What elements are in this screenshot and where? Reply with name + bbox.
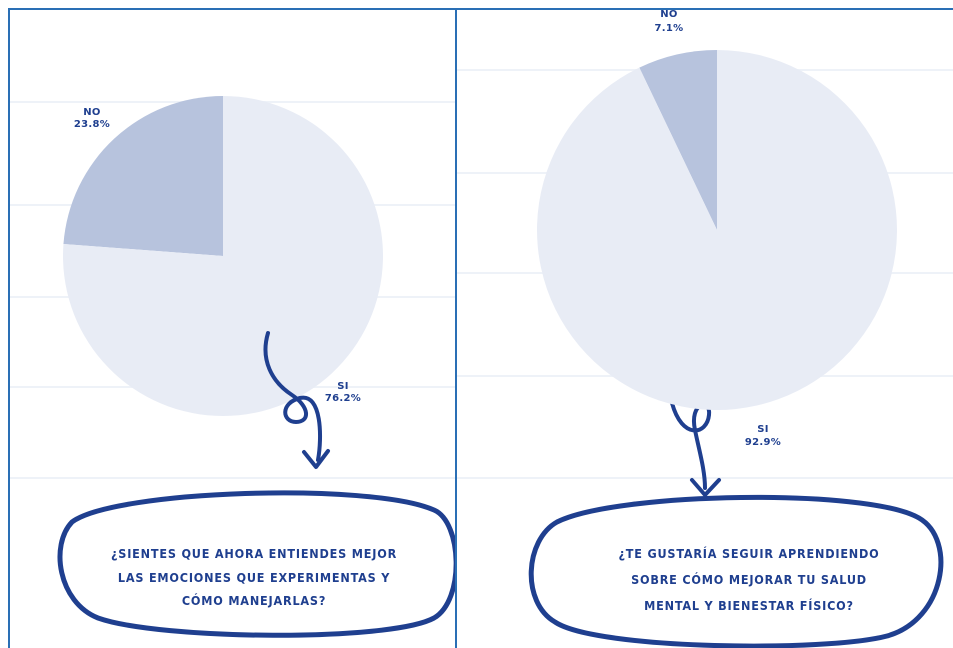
chart-panel-left: NO 23.8% SI 76.2% ¿SIENTES QUE AHORA ENT… — [8, 8, 457, 648]
pie-slices — [537, 50, 897, 410]
question-line-3: CÓMO MANEJARLAS? — [182, 593, 326, 608]
question-line-2: LAS EMOCIONES QUE EXPERIMENTAS Y — [118, 570, 390, 585]
curly-arrow-icon — [670, 401, 712, 490]
pie-chart-right: NO 7.1% SI 92.9% ¿TE GUSTARÍA SEGUIR APR… — [457, 10, 953, 648]
speech-bubble-outline — [57, 490, 455, 638]
pie-slice-no — [63, 96, 223, 256]
question-line-1: ¿SIENTES QUE AHORA ENTIENDES MEJOR — [111, 546, 397, 561]
arrowhead-icon — [690, 478, 721, 497]
slice-label-no: NO — [660, 10, 677, 20]
arrowhead-icon — [302, 449, 330, 469]
pie-chart-left: NO 23.8% SI 76.2% ¿SIENTES QUE AHORA ENT… — [10, 96, 455, 638]
slice-value-no: 23.8% — [74, 119, 110, 130]
question-line-1: ¿TE GUSTARÍA SEGUIR APRENDIENDO — [618, 546, 879, 561]
chart-panel-right: NO 7.1% SI 92.9% ¿TE GUSTARÍA SEGUIR APR… — [457, 8, 953, 648]
pie-slice-si — [63, 96, 383, 416]
slice-value-no: 7.1% — [655, 23, 684, 34]
slice-value-si: 92.9% — [745, 437, 781, 448]
pie-slice-no — [639, 50, 717, 230]
curly-arrow-icon — [263, 331, 323, 462]
slice-label-si: SI — [337, 381, 349, 392]
question-line-3: MENTAL Y BIENESTAR FÍSICO? — [644, 598, 854, 613]
slice-label-no: NO — [83, 107, 100, 118]
question-line-2: SOBRE CÓMO MEJORAR TU SALUD — [631, 572, 867, 587]
speech-bubble-outline — [528, 494, 944, 648]
pie-slice-si — [537, 50, 897, 410]
slice-label-si: SI — [757, 424, 769, 435]
pie-slices — [63, 96, 383, 416]
slice-value-si: 76.2% — [325, 393, 361, 404]
